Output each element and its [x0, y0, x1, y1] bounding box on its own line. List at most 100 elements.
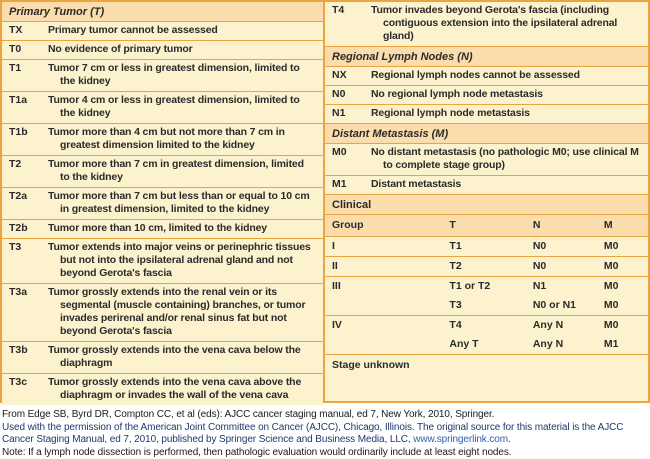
nm-clinical-column: T4 Tumor invades beyond Gerota's fascia …: [325, 2, 648, 401]
ajcc-staging-table: Primary Tumor (T) TX Primary tumor canno…: [0, 0, 650, 405]
section-header-primary-tumor: Primary Tumor (T): [2, 2, 323, 22]
stage-description: Tumor extends into major veins or perine…: [48, 241, 311, 279]
column-header-m: M: [603, 219, 613, 231]
stage-code: NX: [332, 69, 347, 81]
clinical-row-stage-2: II T2 N0 M0: [325, 256, 648, 276]
table-row-m1: M1 Distant metastasis: [325, 176, 648, 195]
table-row-n0: N0 No regional lymph node metastasis: [325, 86, 648, 105]
m-cell: M0: [603, 299, 619, 311]
stage-description: Tumor more than 4 cm but not more than 7…: [48, 126, 285, 151]
m-cell: M0: [603, 319, 619, 331]
stage-description: Tumor more than 7 cm in greatest dimensi…: [48, 158, 304, 183]
stage-code: T3b: [9, 344, 28, 356]
table-row-t2: T2 Tumor more than 7 cm in greatest dime…: [2, 156, 323, 188]
stage-description: Tumor grossly extends into the vena cava…: [48, 376, 302, 401]
table-row-t1b: T1b Tumor more than 4 cm but not more th…: [2, 124, 323, 156]
group-cell: III: [332, 280, 341, 292]
stage-description: Tumor more than 10 cm, limited to the ki…: [48, 222, 267, 234]
clinical-row-stage-4-line-2: Any T Any N M1: [325, 335, 648, 354]
stage-code: T3c: [9, 376, 28, 388]
stage-code: N0: [332, 88, 346, 100]
t-cell: T1 or T2: [449, 280, 491, 292]
group-cell: [332, 338, 449, 351]
stage-code: M1: [332, 178, 347, 190]
stage-description: Regional lymph nodes cannot be assessed: [371, 69, 580, 81]
stage-code: T1a: [9, 94, 28, 106]
column-header-t: T: [449, 219, 456, 231]
table-row-t3: T3 Tumor extends into major veins or per…: [2, 239, 323, 284]
citation-period: .: [507, 434, 511, 445]
citation-permission-line: Used with the permission of the American…: [2, 421, 624, 433]
stage-code: T2b: [9, 222, 28, 234]
stage-code: T2a: [9, 190, 28, 202]
stage-description: Regional lymph node metastasis: [371, 107, 530, 119]
stage-code: T4: [332, 4, 345, 16]
t-cell: Any T: [449, 338, 479, 350]
citation-publisher-line: Cancer Staging Manual, ed 7, 2010, publi…: [2, 434, 648, 447]
m-cell: M0: [603, 240, 619, 252]
section-header-clinical: Clinical: [325, 195, 648, 215]
stage-code: N1: [332, 107, 346, 119]
m-cell: M0: [603, 280, 619, 292]
n-cell: N0: [532, 240, 547, 252]
table-row-t4: T4 Tumor invades beyond Gerota's fascia …: [325, 2, 648, 47]
stage-description: Tumor invades beyond Gerota's fascia (in…: [371, 4, 618, 42]
stage-description: No regional lymph node metastasis: [371, 88, 543, 100]
stage-description: Tumor grossly extends into the renal vei…: [48, 286, 306, 337]
table-row-t2b: T2b Tumor more than 10 cm, limited to th…: [2, 220, 323, 239]
stage-code: T1: [9, 62, 22, 74]
m-cell: M0: [603, 260, 619, 272]
stage-description: No evidence of primary tumor: [48, 43, 193, 55]
stage-description: No distant metastasis (no pathologic M0;…: [371, 146, 639, 171]
stage-code: T2: [9, 158, 22, 170]
clinical-row-stage-3-line-2: T3 N0 or N1 M0: [325, 296, 648, 315]
n-cell: N0: [532, 260, 547, 272]
t-cell: T2: [449, 260, 462, 272]
stage-unknown-row: Stage unknown: [325, 354, 648, 401]
stage-description: Primary tumor cannot be assessed: [48, 24, 218, 36]
n-cell: Any N: [532, 338, 564, 350]
stage-code: T0: [9, 43, 22, 55]
table-row-n1: N1 Regional lymph node metastasis: [325, 105, 648, 124]
stage-code: TX: [9, 24, 23, 36]
stage-code: M0: [332, 146, 347, 158]
t-cell: T4: [449, 319, 462, 331]
primary-tumor-column: Primary Tumor (T) TX Primary tumor canno…: [2, 2, 325, 405]
section-header-regional-lymph-nodes: Regional Lymph Nodes (N): [325, 47, 648, 67]
group-cell: IV: [332, 319, 342, 331]
stage-description: Tumor grossly extends into the vena cava…: [48, 344, 301, 369]
t-cell: T3: [449, 299, 462, 311]
table-row-t0: T0 No evidence of primary tumor: [2, 41, 323, 60]
column-header-n: N: [532, 219, 541, 231]
group-cell: [332, 299, 449, 312]
n-cell: N0 or N1: [532, 299, 577, 311]
table-row-t3b: T3b Tumor grossly extends into the vena …: [2, 342, 323, 374]
stage-code: T1b: [9, 126, 28, 138]
stage-description: Tumor 7 cm or less in greatest dimension…: [48, 62, 300, 87]
table-row-t1: T1 Tumor 7 cm or less in greatest dimens…: [2, 60, 323, 92]
table-row-nx: NX Regional lymph nodes cannot be assess…: [325, 67, 648, 86]
group-cell: II: [332, 260, 338, 272]
stage-description: Distant metastasis: [371, 178, 462, 190]
section-header-distant-metastasis: Distant Metastasis (M): [325, 124, 648, 144]
table-row-t2a: T2a Tumor more than 7 cm but less than o…: [2, 188, 323, 220]
m-cell: M1: [603, 338, 619, 350]
citation-footer: From Edge SB, Byrd DR, Compton CC, et al…: [0, 403, 650, 459]
table-row-tx: TX Primary tumor cannot be assessed: [2, 22, 323, 41]
t-cell: T1: [449, 240, 462, 252]
table-row-t3c: T3c Tumor grossly extends into the vena …: [2, 374, 323, 405]
group-cell: I: [332, 240, 335, 252]
stage-code: T3a: [9, 286, 28, 298]
n-cell: Any N: [532, 319, 564, 331]
clinical-row-stage-4-line-1: IV T4 Any N M0: [325, 315, 648, 335]
stage-description: Tumor more than 7 cm but less than or eq…: [48, 190, 310, 215]
citation-publisher-text: Cancer Staging Manual, ed 7, 2010, publi…: [2, 434, 414, 445]
springerlink-link[interactable]: www.springerlink.com: [413, 434, 508, 445]
n-cell: N1: [532, 280, 547, 292]
column-header-group: Group: [332, 219, 364, 231]
clinical-table-header: Group T N M: [325, 215, 648, 237]
clinical-row-stage-1: I T1 N0 M0: [325, 237, 648, 256]
clinical-row-stage-3-line-1: III T1 or T2 N1 M0: [325, 276, 648, 296]
stage-code: T3: [9, 241, 22, 253]
table-row-t3a: T3a Tumor grossly extends into the renal…: [2, 284, 323, 342]
